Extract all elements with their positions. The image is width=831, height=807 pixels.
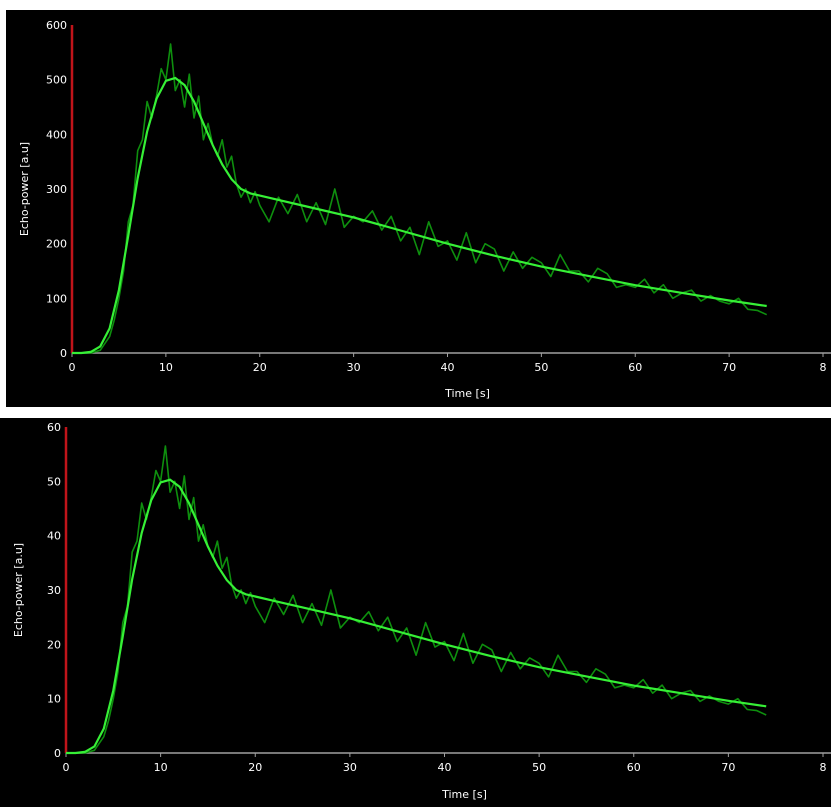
x-tick-label: 60: [628, 361, 642, 374]
x-tick-label: 20: [248, 761, 262, 774]
x-tick-label: 10: [159, 361, 173, 374]
fit-series-line: [72, 76, 767, 355]
y-tick-label: 0: [54, 747, 61, 760]
x-tick-label: 8: [820, 761, 827, 774]
x-axis-title: Time [s]: [441, 788, 487, 801]
x-tick-label: 50: [534, 361, 548, 374]
x-tick-label: 30: [347, 361, 361, 374]
y-tick-label: 60: [47, 421, 61, 434]
y-tick-label: 600: [46, 19, 67, 32]
chart-top: 0 100 200 300 400 500 600 0 10 20 30 40 50 60 70 8 Tim…: [18, 19, 831, 400]
y-tick-label: 40: [47, 530, 61, 543]
y-tick-label: 100: [46, 292, 67, 305]
x-tick-label: 50: [532, 761, 546, 774]
fit-series-line: [66, 478, 767, 755]
x-tick-label: 10: [154, 761, 168, 774]
measured-series-line: [66, 445, 767, 754]
x-tick-label: 30: [343, 761, 357, 774]
x-tick-label: 8: [820, 361, 827, 374]
measured-series-line: [72, 43, 768, 354]
x-tick-label: 0: [69, 361, 76, 374]
y-tick-label: 50: [47, 475, 61, 488]
chart-panel-bottom: 0 10 20 30 40 50 60 0 10 20 30 40 50 60 70 8 Time [s] …: [0, 418, 831, 807]
chart-panel-top: 0 100 200 300 400 500 600 0 10 20 30 40 50 60 70 8 Tim…: [6, 10, 831, 407]
y-tick-label: 400: [46, 128, 67, 141]
y-tick-label: 300: [46, 183, 67, 196]
y-tick-label: 200: [46, 238, 67, 251]
y-tick-label: 30: [47, 584, 61, 597]
x-tick-label: 0: [63, 761, 70, 774]
x-tick-label: 40: [441, 361, 455, 374]
y-axis-title: Echo-power [a.u]: [12, 543, 25, 637]
x-axis-title: Time [s]: [444, 387, 490, 400]
y-tick-label: 500: [46, 74, 67, 87]
y-tick-label: 10: [47, 693, 61, 706]
x-tick-label: 40: [438, 761, 452, 774]
y-axis-title: Echo-power [a.u]: [18, 142, 31, 236]
x-tick-label: 20: [253, 361, 267, 374]
y-tick-label: 20: [47, 638, 61, 651]
x-tick-label: 70: [722, 361, 736, 374]
y-tick-label: 0: [60, 347, 67, 360]
x-tick-label: 60: [627, 761, 641, 774]
x-tick-label: 70: [721, 761, 735, 774]
